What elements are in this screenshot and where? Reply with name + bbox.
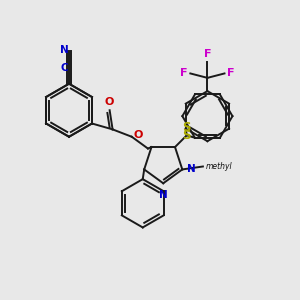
Text: N: N bbox=[159, 190, 168, 200]
Text: methyl: methyl bbox=[205, 162, 232, 171]
Text: C: C bbox=[61, 63, 68, 73]
Text: N: N bbox=[60, 45, 69, 55]
Text: F: F bbox=[204, 49, 211, 59]
Text: S: S bbox=[182, 121, 190, 134]
Text: O: O bbox=[133, 130, 142, 140]
Text: N: N bbox=[187, 164, 196, 174]
Text: O: O bbox=[105, 97, 114, 107]
Text: F: F bbox=[227, 68, 235, 78]
Text: S: S bbox=[182, 129, 191, 142]
Text: F: F bbox=[180, 68, 188, 78]
